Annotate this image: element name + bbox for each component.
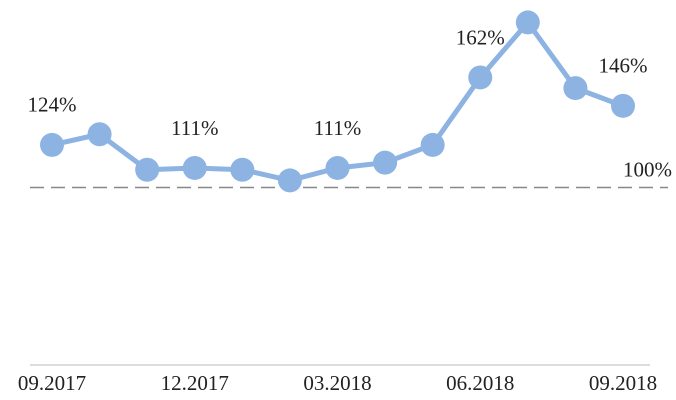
data-point [40,132,64,157]
data-point [87,122,112,147]
data-point [468,65,493,90]
data-point [515,10,540,35]
x-tick-label: 09.2017 [18,371,86,395]
data-label: 162% [456,25,505,49]
data-point [325,155,350,180]
data-point [135,157,160,182]
x-tick-label: 03.2018 [303,371,371,395]
data-point [230,157,255,182]
x-tick-label: 06.2018 [446,371,514,395]
data-point [182,155,207,180]
data-label: 111% [171,116,218,140]
data-point [563,76,588,101]
reference-label: 100% [623,157,672,181]
data-label: 146% [599,54,648,78]
data-point [420,132,445,157]
x-tick-label: 12.2017 [161,371,229,395]
data-label: 111% [314,116,361,140]
x-tick-label: 09.2018 [589,371,657,395]
data-point [611,93,635,118]
data-label: 124% [28,93,77,117]
data-point [277,168,302,193]
data-point [373,150,398,175]
